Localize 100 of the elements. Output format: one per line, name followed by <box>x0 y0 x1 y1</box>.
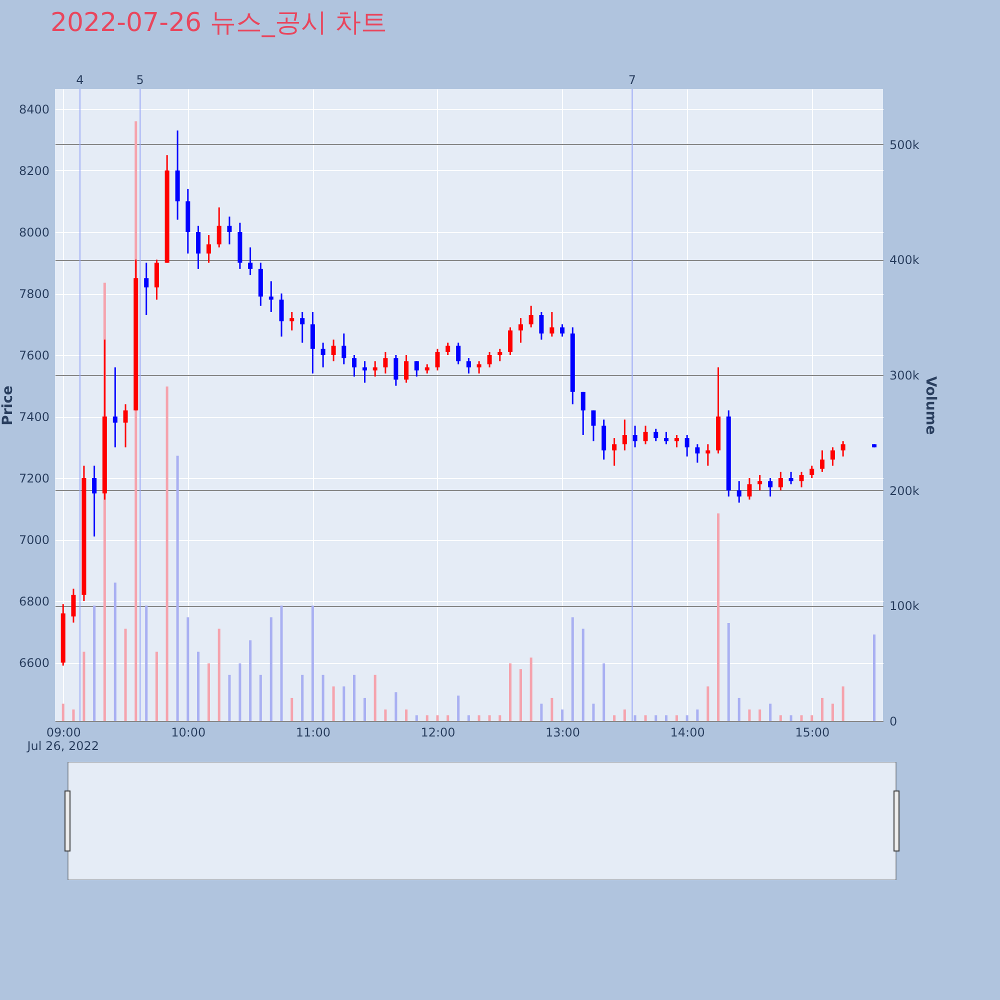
bar <box>623 709 626 721</box>
bar <box>790 715 792 721</box>
y-tick-label: 7200 <box>18 472 50 486</box>
bar <box>571 617 574 721</box>
candlestick <box>123 403 128 448</box>
bar <box>602 663 606 721</box>
bar <box>311 606 314 721</box>
bar <box>145 606 148 721</box>
y-tick-label: 7800 <box>18 287 50 302</box>
bar <box>550 698 554 721</box>
candlestick <box>435 348 440 372</box>
bar <box>290 698 294 721</box>
candlestick <box>92 464 97 538</box>
bar <box>675 715 678 721</box>
bar <box>842 686 844 721</box>
bar <box>873 634 876 721</box>
candlestick <box>446 342 450 356</box>
y-tick-label: 7000 <box>18 533 50 548</box>
y-tick-label: 7600 <box>18 348 50 363</box>
candlestick <box>778 471 783 492</box>
bar <box>353 674 356 721</box>
candlestick <box>144 262 149 316</box>
bar <box>186 617 190 721</box>
text: 4 <box>76 73 84 87</box>
x-tick-label: 12:00 <box>420 726 456 740</box>
candlestick <box>674 434 679 448</box>
candlestick <box>810 464 814 479</box>
candlestick <box>528 305 534 328</box>
bar <box>664 715 668 721</box>
text: 5 <box>136 73 144 87</box>
bar <box>758 709 762 721</box>
y-axis-title: Price <box>0 386 16 426</box>
bar <box>457 696 460 721</box>
candlestick <box>227 216 232 246</box>
bar <box>342 686 346 721</box>
candlestick <box>695 443 700 464</box>
candlestick <box>758 474 762 492</box>
candlestick <box>372 360 378 378</box>
candlestick <box>352 354 357 378</box>
chart-title: 2022-07-26 뉴스_공시 차트 <box>50 8 388 38</box>
bar <box>238 663 242 721</box>
bar <box>467 715 470 721</box>
candlestick <box>622 418 627 452</box>
bar <box>280 606 283 721</box>
bar <box>332 686 335 721</box>
bar <box>405 709 408 721</box>
bar <box>228 674 231 721</box>
bar <box>426 715 428 721</box>
candlestick <box>643 425 648 445</box>
y2-tick-label: 100k <box>890 599 920 614</box>
candlestick <box>487 351 492 368</box>
text: 7 <box>628 73 636 87</box>
candlestick <box>206 234 211 264</box>
candlestick <box>498 348 502 362</box>
candlestick <box>612 437 617 466</box>
x-tick-label: 10:00 <box>171 726 206 740</box>
bar <box>114 582 116 721</box>
y-tick-label: 6600 <box>18 656 50 670</box>
bar <box>93 606 96 721</box>
candlestick <box>476 360 482 374</box>
y-tick-label: 8400 <box>18 102 50 116</box>
bar <box>197 652 200 721</box>
candlestick <box>664 431 668 445</box>
bar <box>654 715 658 721</box>
text: Jul 26, 2022 <box>26 739 99 753</box>
candlestick <box>414 360 419 378</box>
candlestick <box>768 477 773 498</box>
candlestick <box>383 351 388 374</box>
bar <box>488 715 491 721</box>
bar <box>436 715 439 721</box>
bar <box>727 622 730 721</box>
bar <box>810 715 814 721</box>
bar <box>124 628 127 721</box>
bar <box>634 715 636 721</box>
candlestick <box>456 342 461 365</box>
candlestick <box>518 317 523 344</box>
candlestick <box>706 443 710 466</box>
bar <box>738 698 740 721</box>
bar <box>800 715 803 721</box>
candlestick <box>799 471 804 488</box>
candlestick <box>840 440 846 458</box>
y-tick-label: 8200 <box>18 164 50 178</box>
bar <box>613 715 616 721</box>
y2-tick-label: 400k <box>890 253 920 268</box>
bar <box>208 663 210 721</box>
bar <box>446 715 450 721</box>
candlestick <box>508 326 512 356</box>
candlestick <box>550 311 554 338</box>
y2-tick-label: 300k <box>890 368 920 383</box>
bar <box>706 686 710 721</box>
bar <box>561 709 564 721</box>
bar <box>696 709 699 721</box>
candlestick <box>268 280 274 313</box>
candlestick <box>820 450 824 473</box>
candlestick <box>279 292 284 338</box>
candlestick <box>632 425 638 448</box>
bar <box>592 704 595 721</box>
x-tick-label: 13:00 <box>545 726 580 740</box>
candlestick <box>342 332 346 365</box>
candlestick <box>788 471 794 485</box>
